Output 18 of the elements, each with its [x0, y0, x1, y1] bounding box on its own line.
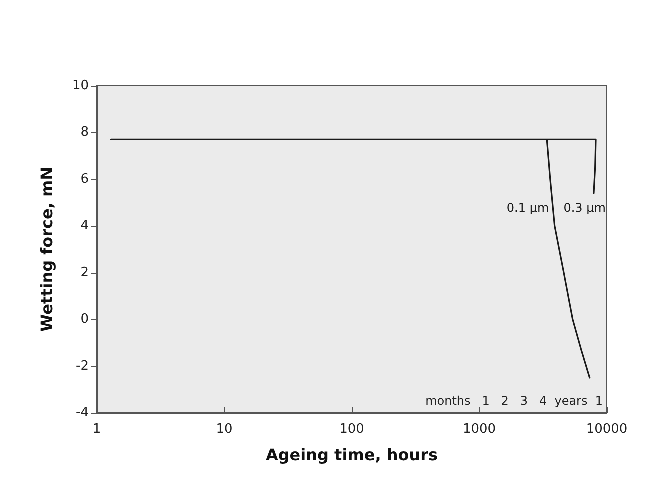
annotation: months 1 2 3 4 years 1: [426, 394, 604, 408]
y-tick-label: -2: [76, 358, 89, 374]
x-axis-title: Ageing time, hours: [266, 446, 438, 464]
y-axis-title: Wetting force, mN: [38, 166, 56, 332]
series-label: 0.1 µm: [506, 201, 550, 216]
x-tick-label: 100: [340, 422, 364, 437]
y-tick-label: 2: [80, 265, 89, 280]
x-tick-label: 1000: [462, 422, 496, 437]
x-tick-label: 10: [216, 422, 233, 437]
y-tick-label: 0: [80, 312, 89, 328]
y-tick-label: 10: [72, 78, 89, 94]
y-tick-label: 6: [80, 172, 89, 187]
y-tick-label: 4: [80, 218, 89, 234]
y-tick-label: 8: [80, 125, 89, 140]
y-tick-label: -4: [76, 406, 89, 420]
x-tick-label: 1: [92, 422, 102, 437]
x-tick-label: 10000: [586, 422, 628, 437]
series-label: 0.3 µm: [564, 201, 606, 216]
